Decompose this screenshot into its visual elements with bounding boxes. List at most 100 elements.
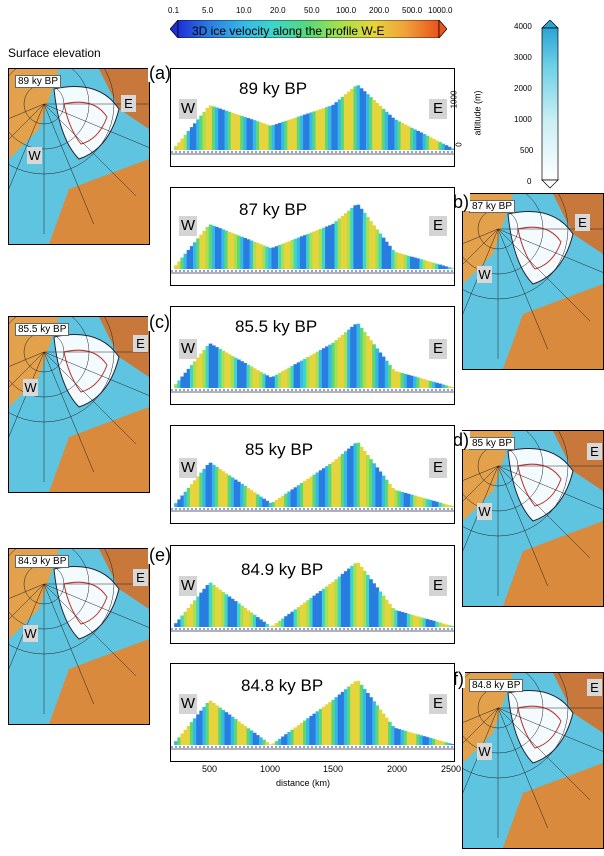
ice-band <box>438 142 442 150</box>
ice-band <box>199 115 203 150</box>
profile-svg-c <box>171 323 455 393</box>
ice-band <box>384 111 389 150</box>
ice-band <box>406 255 411 269</box>
meridian-line <box>9 103 45 140</box>
ice-band <box>296 725 301 745</box>
ice-band <box>189 484 194 507</box>
meridian-line <box>9 583 45 599</box>
ice-band <box>303 358 307 388</box>
ice-band <box>259 122 263 150</box>
profile-svg-f <box>171 680 455 750</box>
ice-band <box>422 260 427 269</box>
map-panel-b: 87 ky BP E W <box>462 193 604 370</box>
land-area <box>99 549 149 609</box>
map-east-marker: E <box>133 335 148 352</box>
ice-sheet <box>53 334 120 408</box>
ice-band <box>281 121 285 150</box>
ice-band <box>240 116 244 150</box>
ice-band <box>391 726 395 745</box>
ice-band <box>428 737 433 745</box>
ice-band <box>271 502 276 507</box>
ice-band <box>315 230 320 269</box>
ice-band <box>334 340 339 388</box>
ice-band <box>384 717 389 745</box>
ice-band <box>378 352 383 388</box>
ice-band <box>328 464 332 507</box>
ice-band <box>397 253 402 269</box>
ice-band <box>246 488 251 507</box>
ice-band <box>425 380 430 388</box>
ice-band <box>268 247 273 269</box>
ice-band <box>218 108 222 150</box>
ice-band <box>369 579 373 627</box>
ice-band <box>397 372 402 388</box>
ice-band <box>230 112 235 150</box>
map-west-marker: W <box>477 266 492 283</box>
ice-band <box>432 262 436 269</box>
ice-band <box>287 491 291 507</box>
ice-band <box>303 720 307 745</box>
profile-svg-d <box>171 442 455 512</box>
ice-band <box>416 258 420 269</box>
meridian-line <box>43 583 137 677</box>
ice-band <box>271 625 276 627</box>
altitude-tick: 1000 <box>449 90 459 109</box>
ice-band <box>215 587 219 627</box>
ice-band <box>372 100 376 150</box>
ice-band <box>425 261 430 269</box>
ice-band <box>208 343 213 388</box>
ice-band <box>268 377 273 388</box>
ice-band <box>224 594 229 627</box>
ice-band <box>410 732 414 745</box>
ice-band <box>243 238 247 269</box>
distance-axis-label: distance (km) <box>276 778 331 788</box>
ice-band <box>205 703 210 745</box>
ice-band <box>384 360 389 388</box>
ice-band <box>208 224 213 269</box>
ice-band <box>274 741 279 745</box>
ice-band <box>293 727 298 745</box>
ice-band <box>215 107 219 150</box>
land-area <box>503 284 603 369</box>
ice-band <box>315 351 320 388</box>
ice-band <box>378 709 383 745</box>
ice-band <box>180 138 185 150</box>
ice-band <box>337 694 342 745</box>
ice-band <box>205 585 210 627</box>
ice-band <box>441 384 446 388</box>
ice-band <box>384 241 389 269</box>
ice-band <box>296 237 301 269</box>
ice-band <box>362 688 367 745</box>
ice-band <box>237 359 241 388</box>
west-label: W <box>179 99 197 119</box>
ice-band <box>271 376 276 388</box>
ice-band <box>416 734 420 745</box>
ice-band <box>450 268 455 269</box>
ice-band <box>202 111 207 150</box>
ice-band <box>281 495 285 507</box>
ice-sheet <box>53 86 120 160</box>
velocity-colorbar-title: 3D ice velocity along the profile W-E <box>192 24 385 38</box>
ice-band <box>315 593 320 627</box>
panel-letter-e: (e) <box>148 545 172 565</box>
ice-band <box>287 367 291 388</box>
ice-band <box>196 119 200 150</box>
ice-band <box>397 121 402 150</box>
ice-band <box>196 238 200 269</box>
ice-band <box>394 252 398 269</box>
ice-band <box>372 701 376 745</box>
ice-band <box>447 743 452 745</box>
east-label: E <box>429 339 447 359</box>
ice-band <box>274 623 279 627</box>
ice-band <box>325 586 329 627</box>
ice-band <box>343 571 348 627</box>
ice-band <box>340 573 345 627</box>
ice-band <box>309 715 314 745</box>
ice-band <box>318 470 323 507</box>
ice-band <box>328 702 332 745</box>
ice-band <box>422 498 427 507</box>
ice-band <box>353 681 358 745</box>
ice-band <box>303 114 307 150</box>
ice-band <box>372 225 376 269</box>
land-area <box>503 763 603 848</box>
